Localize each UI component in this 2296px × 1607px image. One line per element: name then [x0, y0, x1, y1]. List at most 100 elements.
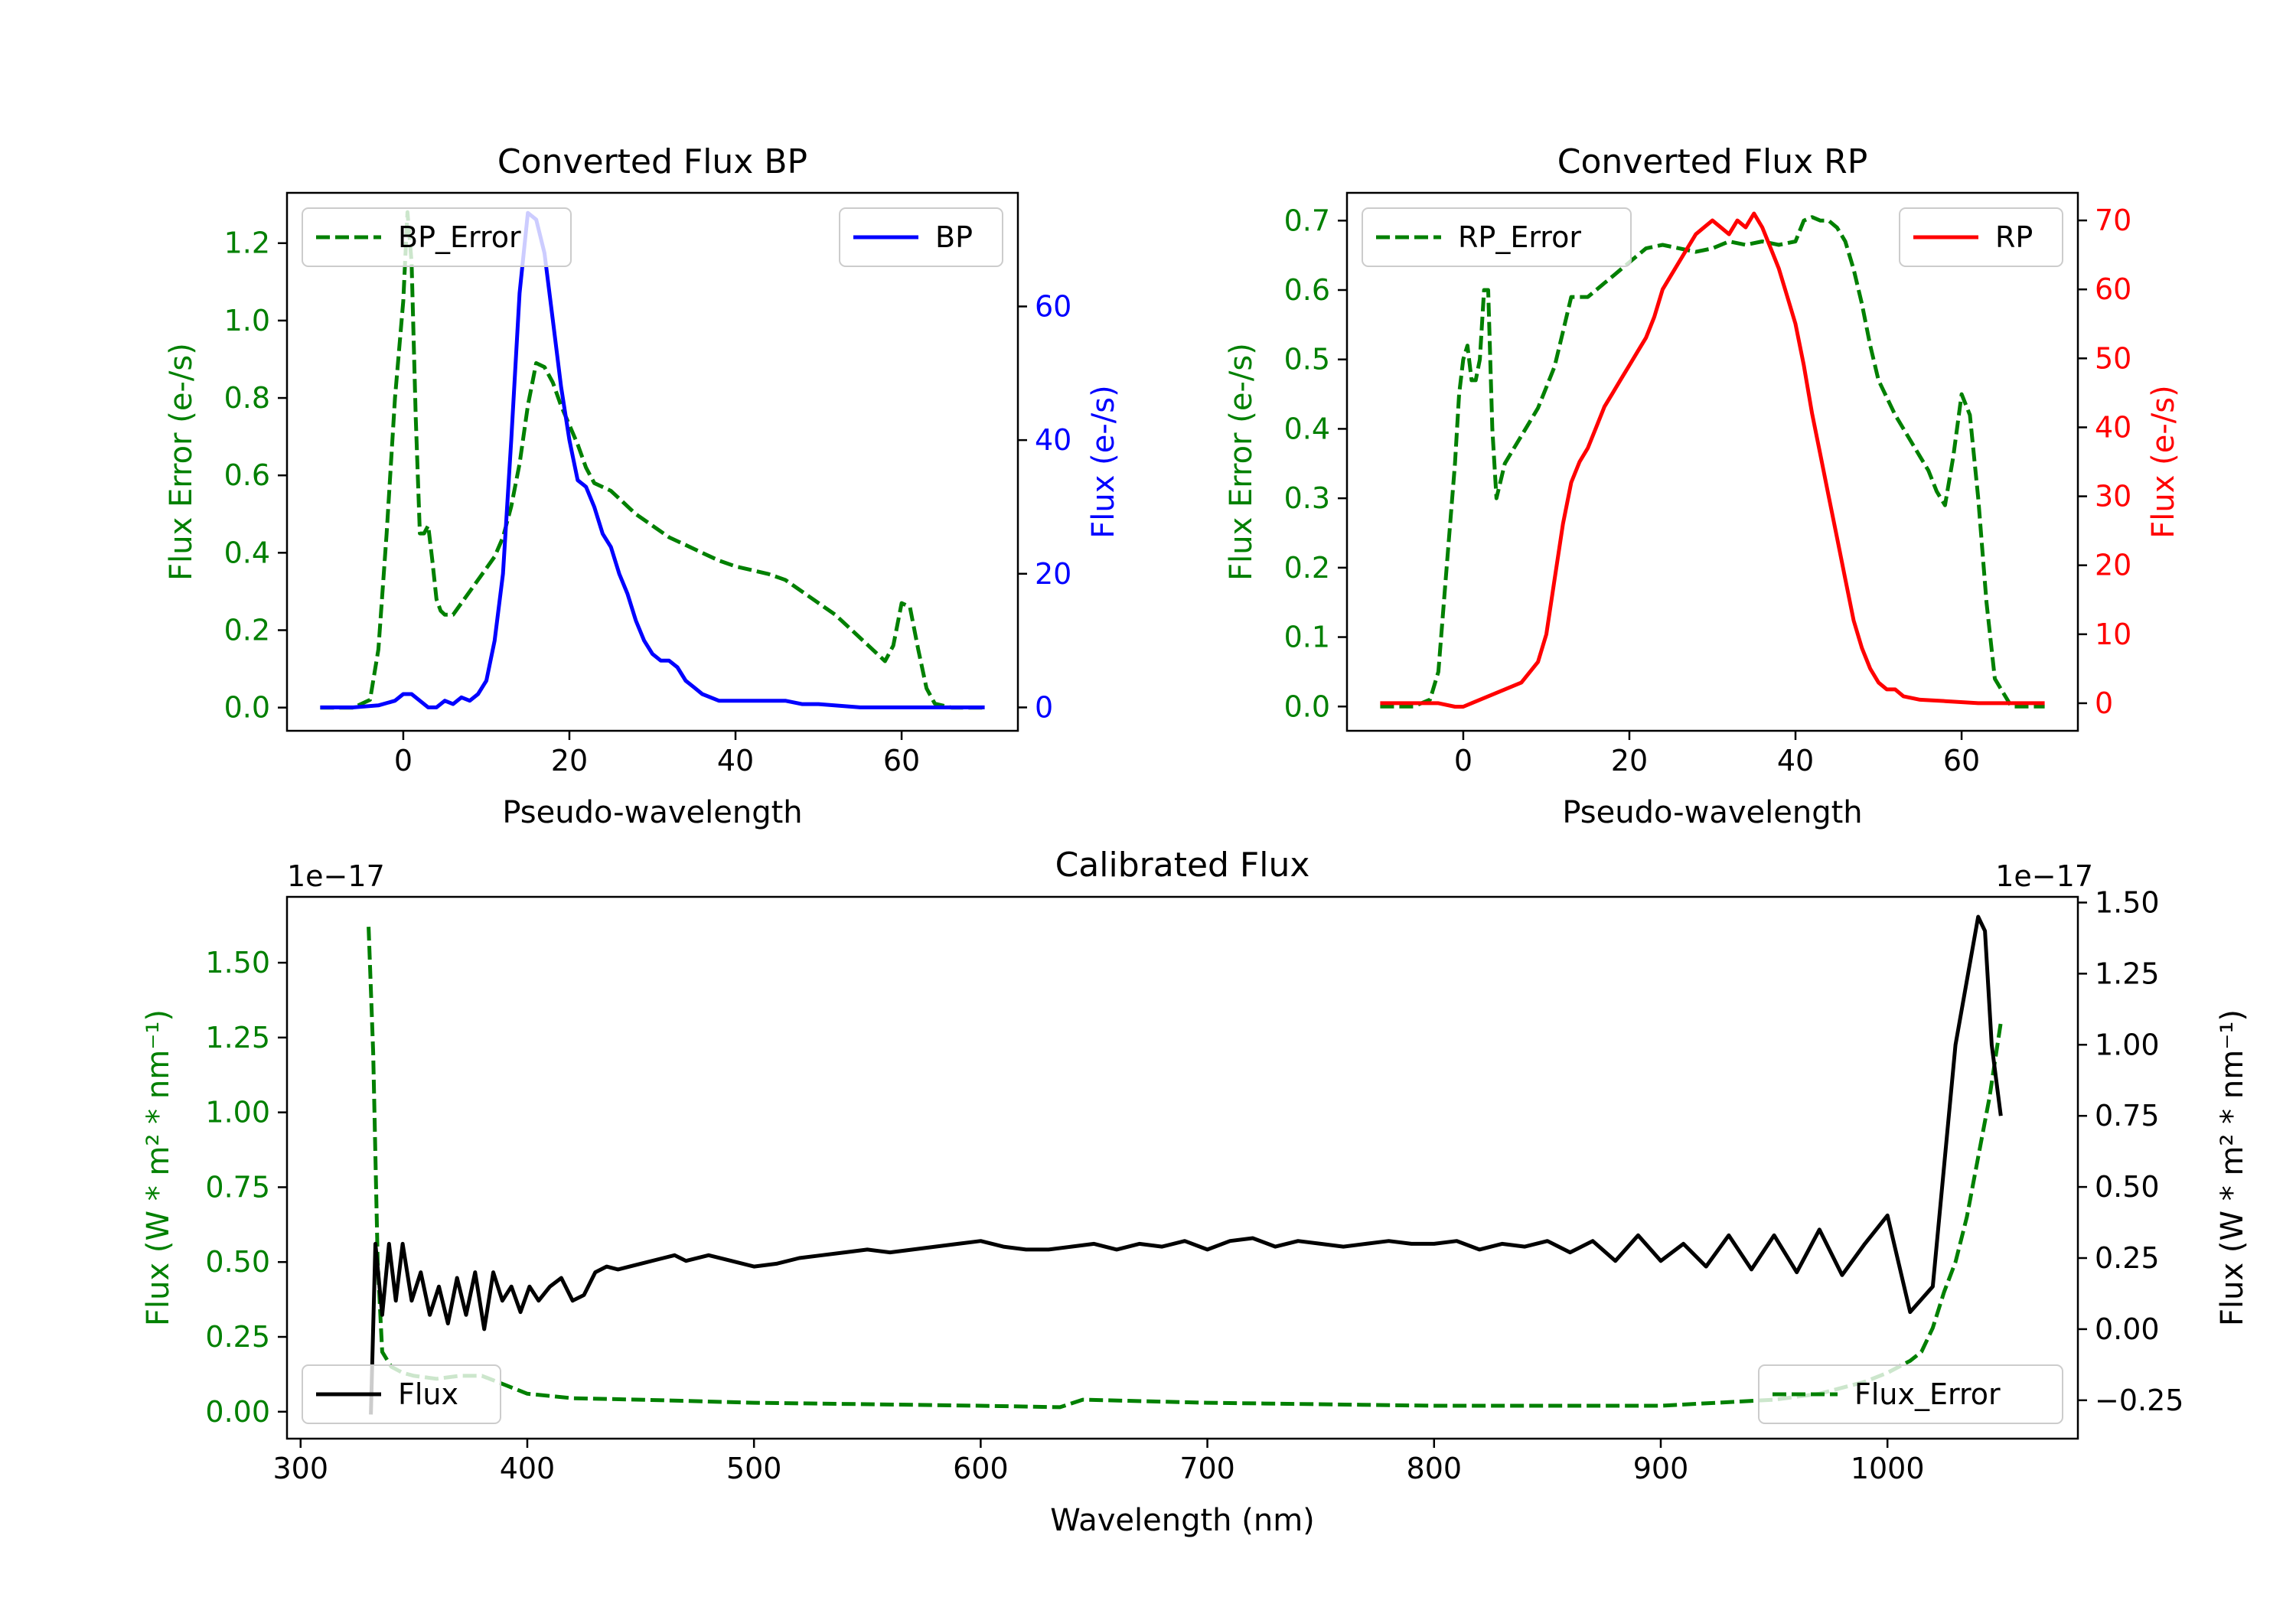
y-right-tick-label: 60	[2095, 272, 2131, 306]
legend-box	[1758, 1364, 2063, 1424]
y-left-tick-label: 0.2	[1284, 551, 1330, 585]
y-left-tick-label: 0.75	[205, 1170, 270, 1204]
x-tick-label: 20	[551, 744, 588, 777]
y-right-tick-label: 0	[1035, 690, 1053, 724]
y-right-axis-label: Flux (W * m² * nm⁻¹)	[2215, 1009, 2250, 1326]
plot-frame	[1345, 191, 2079, 732]
y-right-tick-label: −0.25	[2095, 1384, 2183, 1417]
y-left-tick-label: 1.50	[205, 946, 270, 980]
y-left-tick-label: 0.4	[224, 536, 270, 569]
y-left-tick-label: 0.8	[224, 381, 270, 415]
y-left-tick-label: 1.25	[205, 1021, 270, 1054]
legend-rp-error: RP_Error	[1362, 207, 1632, 267]
y-right-tick-label: 1.50	[2095, 885, 2160, 919]
legend-label: BP	[935, 220, 973, 254]
y-right-axis-label: Flux (e-/s)	[2146, 385, 2181, 538]
series-line-bp	[320, 210, 985, 709]
chart-2: Converted Flux RP 0 20 40 60 0.0 0.1 0.2 0.3 0.4 0…	[1224, 142, 2181, 830]
legend-label: Flux_Error	[1854, 1377, 2001, 1411]
series-line-rp-error	[1380, 215, 2045, 709]
chart-1: Converted Flux BP 0 20 40 60 0.0 0.2 0.4 0.6 0.8 1…	[164, 142, 1121, 830]
y-left-tick-label: 1.0	[224, 304, 270, 337]
y-left-tick-label: 0.00	[205, 1395, 270, 1429]
y-right-tick-label: 20	[1035, 557, 1071, 591]
x-tick-label: 700	[1179, 1452, 1235, 1485]
legend-label: RP_Error	[1458, 220, 1581, 254]
legend-box	[302, 207, 572, 267]
y-left-tick-label: 0.25	[205, 1320, 270, 1354]
legend-bp-error: BP_Error	[302, 207, 572, 267]
y-left-axis-label: Flux Error (e-/s)	[164, 343, 199, 581]
y-right-tick-label: 10	[2095, 618, 2131, 651]
y-left-offset-label: 1e−17	[287, 859, 385, 893]
series-line-flux-error	[367, 927, 2003, 1410]
legend-flux: Flux	[302, 1364, 501, 1424]
y-right-tick-label: 0.75	[2095, 1099, 2160, 1133]
y-right-tick-label: 60	[1035, 289, 1071, 323]
y-left-tick-label: 0.50	[205, 1245, 270, 1279]
y-right-tick-label: 0.25	[2095, 1241, 2160, 1275]
y-right-tick-label: 0.50	[2095, 1170, 2160, 1204]
legend-label: Flux	[398, 1377, 458, 1411]
x-tick-label: 800	[1407, 1452, 1463, 1485]
chart-title: Converted Flux BP	[497, 142, 807, 181]
series-line-bp-error	[320, 210, 985, 710]
chart-title: Calibrated Flux	[1055, 846, 1310, 885]
y-right-offset-label: 1e−17	[1995, 859, 2093, 893]
x-axis-label: Wavelength (nm)	[1050, 1503, 1315, 1538]
series-line-rp	[1380, 211, 2045, 709]
x-tick-label: 900	[1633, 1452, 1689, 1485]
x-axis-label: Pseudo-wavelength	[502, 795, 802, 830]
y-left-tick-label: 0.0	[1284, 689, 1330, 723]
x-tick-label: 40	[1777, 744, 1814, 777]
x-tick-label: 0	[394, 744, 413, 777]
y-right-tick-label: 20	[2095, 549, 2131, 582]
y-right-axis-label: Flux (e-/s)	[1086, 385, 1121, 538]
y-left-axis-label: Flux Error (e-/s)	[1224, 343, 1259, 581]
legend-box	[1362, 207, 1632, 267]
y-left-tick-label: 1.00	[205, 1096, 270, 1129]
legend-bp: BP	[839, 207, 1003, 267]
y-right-tick-label: 70	[2095, 204, 2131, 237]
x-tick-label: 500	[726, 1452, 782, 1485]
legend-box	[839, 207, 1003, 267]
x-tick-label: 300	[273, 1452, 329, 1485]
y-right-tick-label: 1.00	[2095, 1028, 2160, 1061]
x-tick-label: 400	[500, 1452, 556, 1485]
legend-label: RP	[1995, 220, 2033, 254]
x-tick-label: 20	[1611, 744, 1648, 777]
legend-box	[302, 1364, 501, 1424]
y-left-tick-label: 0.0	[224, 691, 270, 725]
legend-box	[1899, 207, 2063, 267]
series-line-flux	[369, 914, 2003, 1415]
y-right-tick-label: 40	[2095, 410, 2131, 444]
plot-frame	[285, 191, 1019, 732]
y-right-tick-label: 0.00	[2095, 1312, 2160, 1346]
plot-frame	[285, 895, 2079, 1440]
x-tick-label: 40	[717, 744, 754, 777]
y-left-tick-label: 0.2	[224, 614, 270, 647]
legend-label: BP_Error	[398, 220, 521, 254]
x-tick-label: 1000	[1851, 1452, 1925, 1485]
y-left-tick-label: 0.5	[1284, 343, 1330, 376]
legend-flux-error: Flux_Error	[1758, 1364, 2063, 1424]
chart-title: Converted Flux RP	[1557, 142, 1868, 181]
y-left-tick-label: 0.7	[1284, 204, 1330, 237]
x-tick-label: 60	[883, 744, 920, 777]
y-right-tick-label: 50	[2095, 341, 2131, 375]
y-right-tick-label: 30	[2095, 480, 2131, 513]
y-left-tick-label: 0.1	[1284, 621, 1330, 654]
y-left-tick-label: 0.6	[224, 458, 270, 492]
y-left-tick-label: 0.6	[1284, 273, 1330, 307]
x-tick-label: 600	[953, 1452, 1009, 1485]
legend-rp: RP	[1899, 207, 2063, 267]
x-tick-label: 60	[1943, 744, 1980, 777]
y-left-tick-label: 0.4	[1284, 412, 1330, 445]
y-right-tick-label: 1.25	[2095, 957, 2160, 990]
y-left-tick-label: 1.2	[224, 227, 270, 260]
y-left-tick-label: 0.3	[1284, 481, 1330, 515]
y-right-tick-label: 0	[2095, 686, 2113, 720]
y-right-tick-label: 40	[1035, 423, 1071, 457]
chart-3: Calibrated Flux 300 400 500 600 700 800 900 1000…	[141, 846, 2250, 1538]
